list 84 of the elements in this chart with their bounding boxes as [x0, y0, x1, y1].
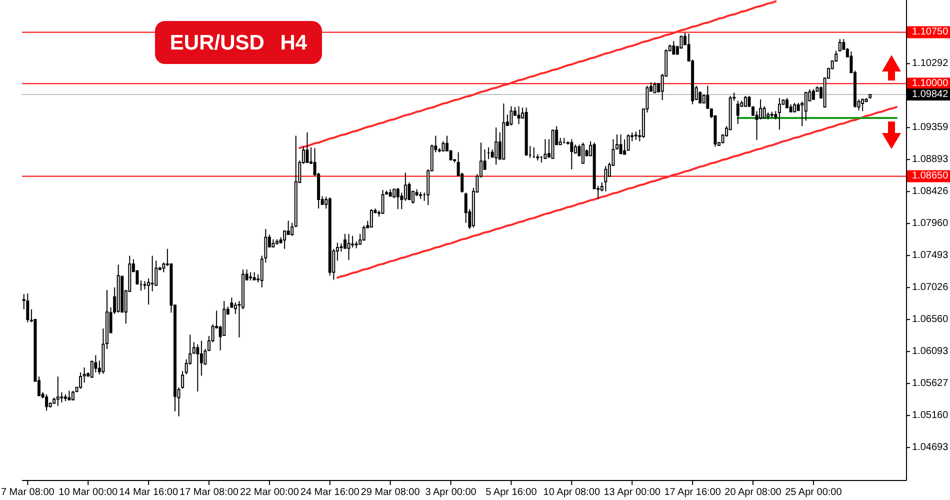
x-tick-label: 17 Mar 08:00	[180, 487, 239, 498]
line-series	[336, 106, 898, 279]
candlestick	[196, 344, 200, 392]
candlestick	[328, 196, 332, 276]
candlestick	[276, 238, 278, 246]
y-tick-label: 1.05627	[912, 378, 949, 390]
candlestick	[252, 272, 256, 281]
y-tick-label: 1.06560	[912, 314, 949, 326]
candlestick	[786, 98, 788, 109]
x-tick-label: 24 Mar 16:00	[300, 487, 360, 498]
candlestick	[672, 40, 676, 55]
candlestick	[517, 106, 520, 125]
ref-line-label: 1.09842	[912, 88, 949, 100]
x-tick-label: 13 Apr 00:00	[604, 487, 661, 498]
candlestick	[396, 187, 400, 210]
candlestick	[812, 88, 815, 100]
candlestick	[249, 272, 252, 281]
x-tick-label: 14 Mar 16:00	[119, 487, 178, 498]
y-tick-label: 1.10292	[912, 58, 949, 70]
candlestick	[419, 192, 422, 200]
y-tick-label: 1.09359	[912, 122, 949, 134]
candlestick	[381, 189, 384, 214]
x-tick-label: 7 Mar 08:00	[0, 487, 55, 498]
y-tick-label: 1.05160	[912, 410, 949, 422]
x-tick-label: 5 Apr 16:00	[486, 487, 538, 498]
candlestick	[494, 127, 498, 166]
candlestick	[623, 138, 626, 155]
candlestick	[306, 132, 309, 164]
x-tick-label: 22 Mar 00:00	[240, 487, 300, 498]
ref-line-label: 1.10000	[912, 78, 949, 90]
text: EUR/USD H4	[170, 32, 308, 54]
candlestick	[838, 38, 842, 52]
x-tick-label: 10 Mar 00:00	[58, 487, 118, 498]
candlestick	[116, 264, 120, 314]
ref-line-label: 1.10750	[912, 26, 949, 38]
candlestick	[744, 96, 747, 108]
candlestick	[72, 390, 74, 401]
candlestick	[544, 138, 547, 160]
candlestick	[619, 134, 622, 154]
candlestick	[736, 100, 740, 125]
candlestick	[570, 138, 574, 170]
candlestick	[582, 142, 584, 164]
candlestick	[272, 238, 275, 248]
x-tick-label: 3 Apr 00:00	[425, 487, 477, 498]
y-tick-label: 1.06093	[912, 346, 949, 358]
y-tick-label: 1.07960	[912, 218, 949, 230]
candlestick	[502, 103, 506, 160]
x-tick-label: 20 Apr 08:00	[724, 487, 782, 498]
candlestick	[487, 146, 490, 160]
candlestick	[347, 233, 350, 260]
y-tick-label: 1.07493	[912, 250, 949, 262]
y-tick-label: 1.04693	[912, 442, 949, 454]
candlestick	[26, 292, 30, 323]
candlestick	[362, 225, 366, 242]
candlestick	[370, 208, 373, 228]
candlestick	[653, 82, 656, 94]
candlestick	[532, 146, 536, 158]
x-tick-label: 25 Apr 00:00	[785, 487, 842, 498]
candlestick	[861, 98, 864, 112]
x-tick-label: 29 Mar 08:00	[360, 487, 420, 498]
x-tick-label: 10 Apr 08:00	[543, 487, 600, 498]
y-tick-label: 1.08426	[912, 186, 949, 198]
ref-line-label: 1.08650	[912, 170, 949, 182]
candlestick	[551, 129, 554, 159]
candlestick	[524, 107, 528, 156]
x-tick-label: 17 Apr 16:00	[664, 487, 722, 498]
candlestick	[770, 111, 774, 118]
candlestick	[774, 110, 778, 120]
candlestick	[868, 93, 872, 100]
candlestick	[56, 376, 60, 406]
candlestick	[68, 390, 71, 401]
candlestick	[510, 106, 513, 126]
candlestick	[634, 131, 638, 140]
candlestick	[562, 137, 566, 144]
candlestick	[604, 165, 608, 192]
y-tick-label: 1.07026	[912, 282, 949, 294]
candlestick	[793, 102, 796, 113]
candlestick	[64, 394, 67, 402]
candlestick	[79, 372, 82, 390]
candlestick	[388, 188, 392, 198]
candlestick	[45, 394, 48, 412]
y-tick-label: 1.08893	[912, 154, 949, 166]
candlestick	[626, 134, 630, 152]
candlestick	[778, 98, 781, 130]
